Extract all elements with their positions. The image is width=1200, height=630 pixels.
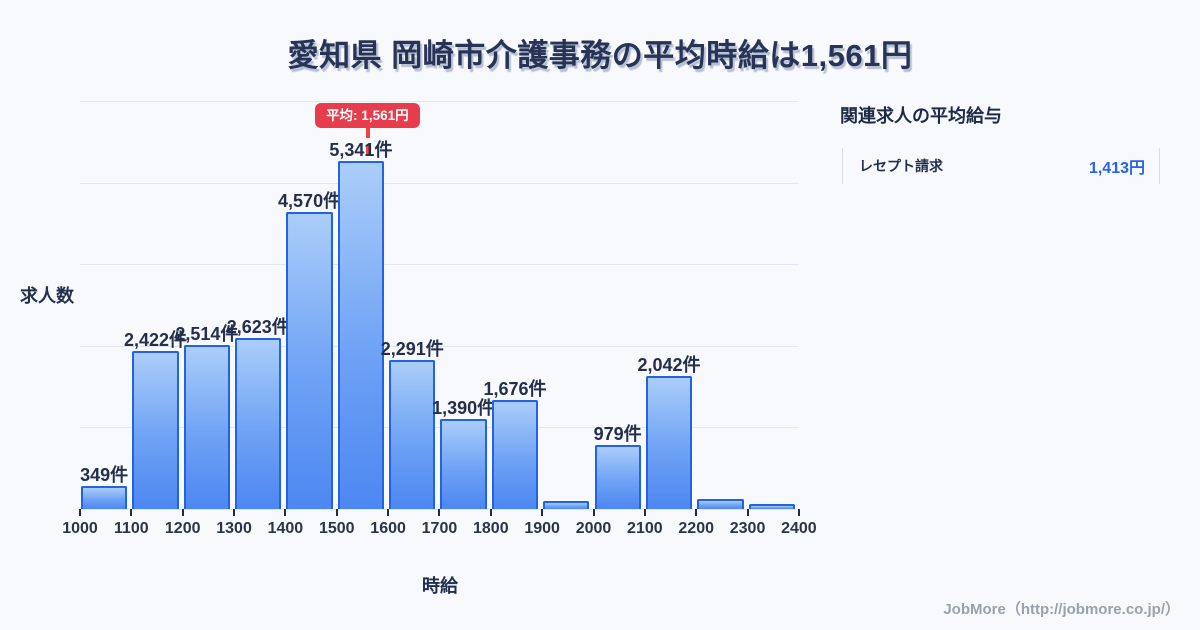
- x-tick-label: 2300: [729, 520, 766, 537]
- footer-credit: JobMore（http://jobmore.co.jp/）: [943, 601, 1180, 618]
- x-tick-mark: [233, 509, 236, 516]
- bar-value-label: 979件: [593, 424, 642, 445]
- x-tick-mark: [746, 509, 749, 516]
- bar: [337, 161, 385, 509]
- bar: [697, 499, 744, 509]
- bar: [81, 486, 128, 509]
- bar: [132, 351, 179, 509]
- page-title: 愛知県 岡崎市介護事務の平均時給は1,561円: [287, 38, 913, 73]
- x-tick-label: 1700: [421, 520, 458, 537]
- x-tick-label: 1800: [473, 520, 509, 537]
- bar: [235, 338, 282, 509]
- bar: [440, 418, 487, 509]
- bar: [286, 211, 333, 509]
- x-tick-label: 1200: [164, 520, 201, 537]
- gridline: [80, 427, 799, 429]
- x-tick-label: 1400: [267, 520, 304, 537]
- bar-value-label: 1,390件: [432, 397, 496, 418]
- bar-value-label: 4,570件: [278, 190, 342, 211]
- related-job-label: レセプト請求: [859, 158, 943, 174]
- x-tick-mark: [438, 509, 441, 516]
- x-tick-label: 1100: [113, 520, 149, 537]
- bar-value-label: 2,422件: [123, 330, 188, 351]
- bar-value-label: 2,042件: [637, 355, 701, 376]
- x-axis-label: 時給: [422, 576, 458, 596]
- side-panel-heading: 関連求人の平均給与: [840, 106, 1002, 126]
- x-tick-label: 2400: [781, 520, 817, 537]
- x-tick-label: 1300: [216, 520, 252, 537]
- y-axis-label: 求人数: [20, 286, 74, 306]
- bar: [543, 500, 590, 509]
- related-job-value: 1,413円: [1088, 160, 1145, 177]
- x-tick-label: 2200: [678, 520, 714, 537]
- bar: [645, 376, 693, 509]
- bar-value-label: 2,514件: [175, 324, 239, 345]
- x-tick-label: 1500: [318, 520, 355, 537]
- x-tick-mark: [797, 509, 800, 516]
- x-tick-label: 1900: [524, 520, 560, 537]
- bar-value-label: 5,341件: [329, 140, 393, 161]
- gridline: [80, 345, 799, 347]
- bar: [594, 445, 641, 509]
- bar-value-label: 2,291件: [380, 338, 444, 359]
- x-tick-mark: [284, 509, 287, 516]
- bar-value-label: 2,623件: [226, 317, 290, 338]
- x-tick-mark: [181, 509, 184, 516]
- x-tick-label: 2000: [575, 520, 612, 537]
- bar: [183, 345, 231, 509]
- gridline: [80, 182, 799, 184]
- gridline: [80, 101, 799, 102]
- x-tick-mark: [541, 509, 544, 516]
- x-tick-label: 2100: [627, 520, 663, 537]
- x-tick-mark: [130, 509, 133, 516]
- x-tick-mark: [592, 509, 595, 516]
- bar: [389, 359, 436, 509]
- average-badge: 平均: 1,561円: [315, 103, 420, 128]
- gridline: [80, 264, 799, 266]
- x-tick-mark: [489, 509, 492, 516]
- bar-value-label: 349件: [80, 465, 129, 486]
- x-tick-label: 1600: [370, 520, 406, 537]
- x-tick-mark: [79, 509, 81, 516]
- x-tick-mark: [695, 509, 698, 516]
- x-tick-mark: [387, 509, 390, 516]
- bar: [491, 399, 539, 509]
- x-tick-label: 1000: [62, 520, 98, 537]
- x-tick-mark: [335, 509, 338, 516]
- bar-value-label: 1,676件: [483, 378, 547, 399]
- bar: [748, 503, 795, 509]
- related-job-row: レセプト請求 1,413円: [842, 148, 1160, 184]
- x-tick-mark: [643, 509, 646, 516]
